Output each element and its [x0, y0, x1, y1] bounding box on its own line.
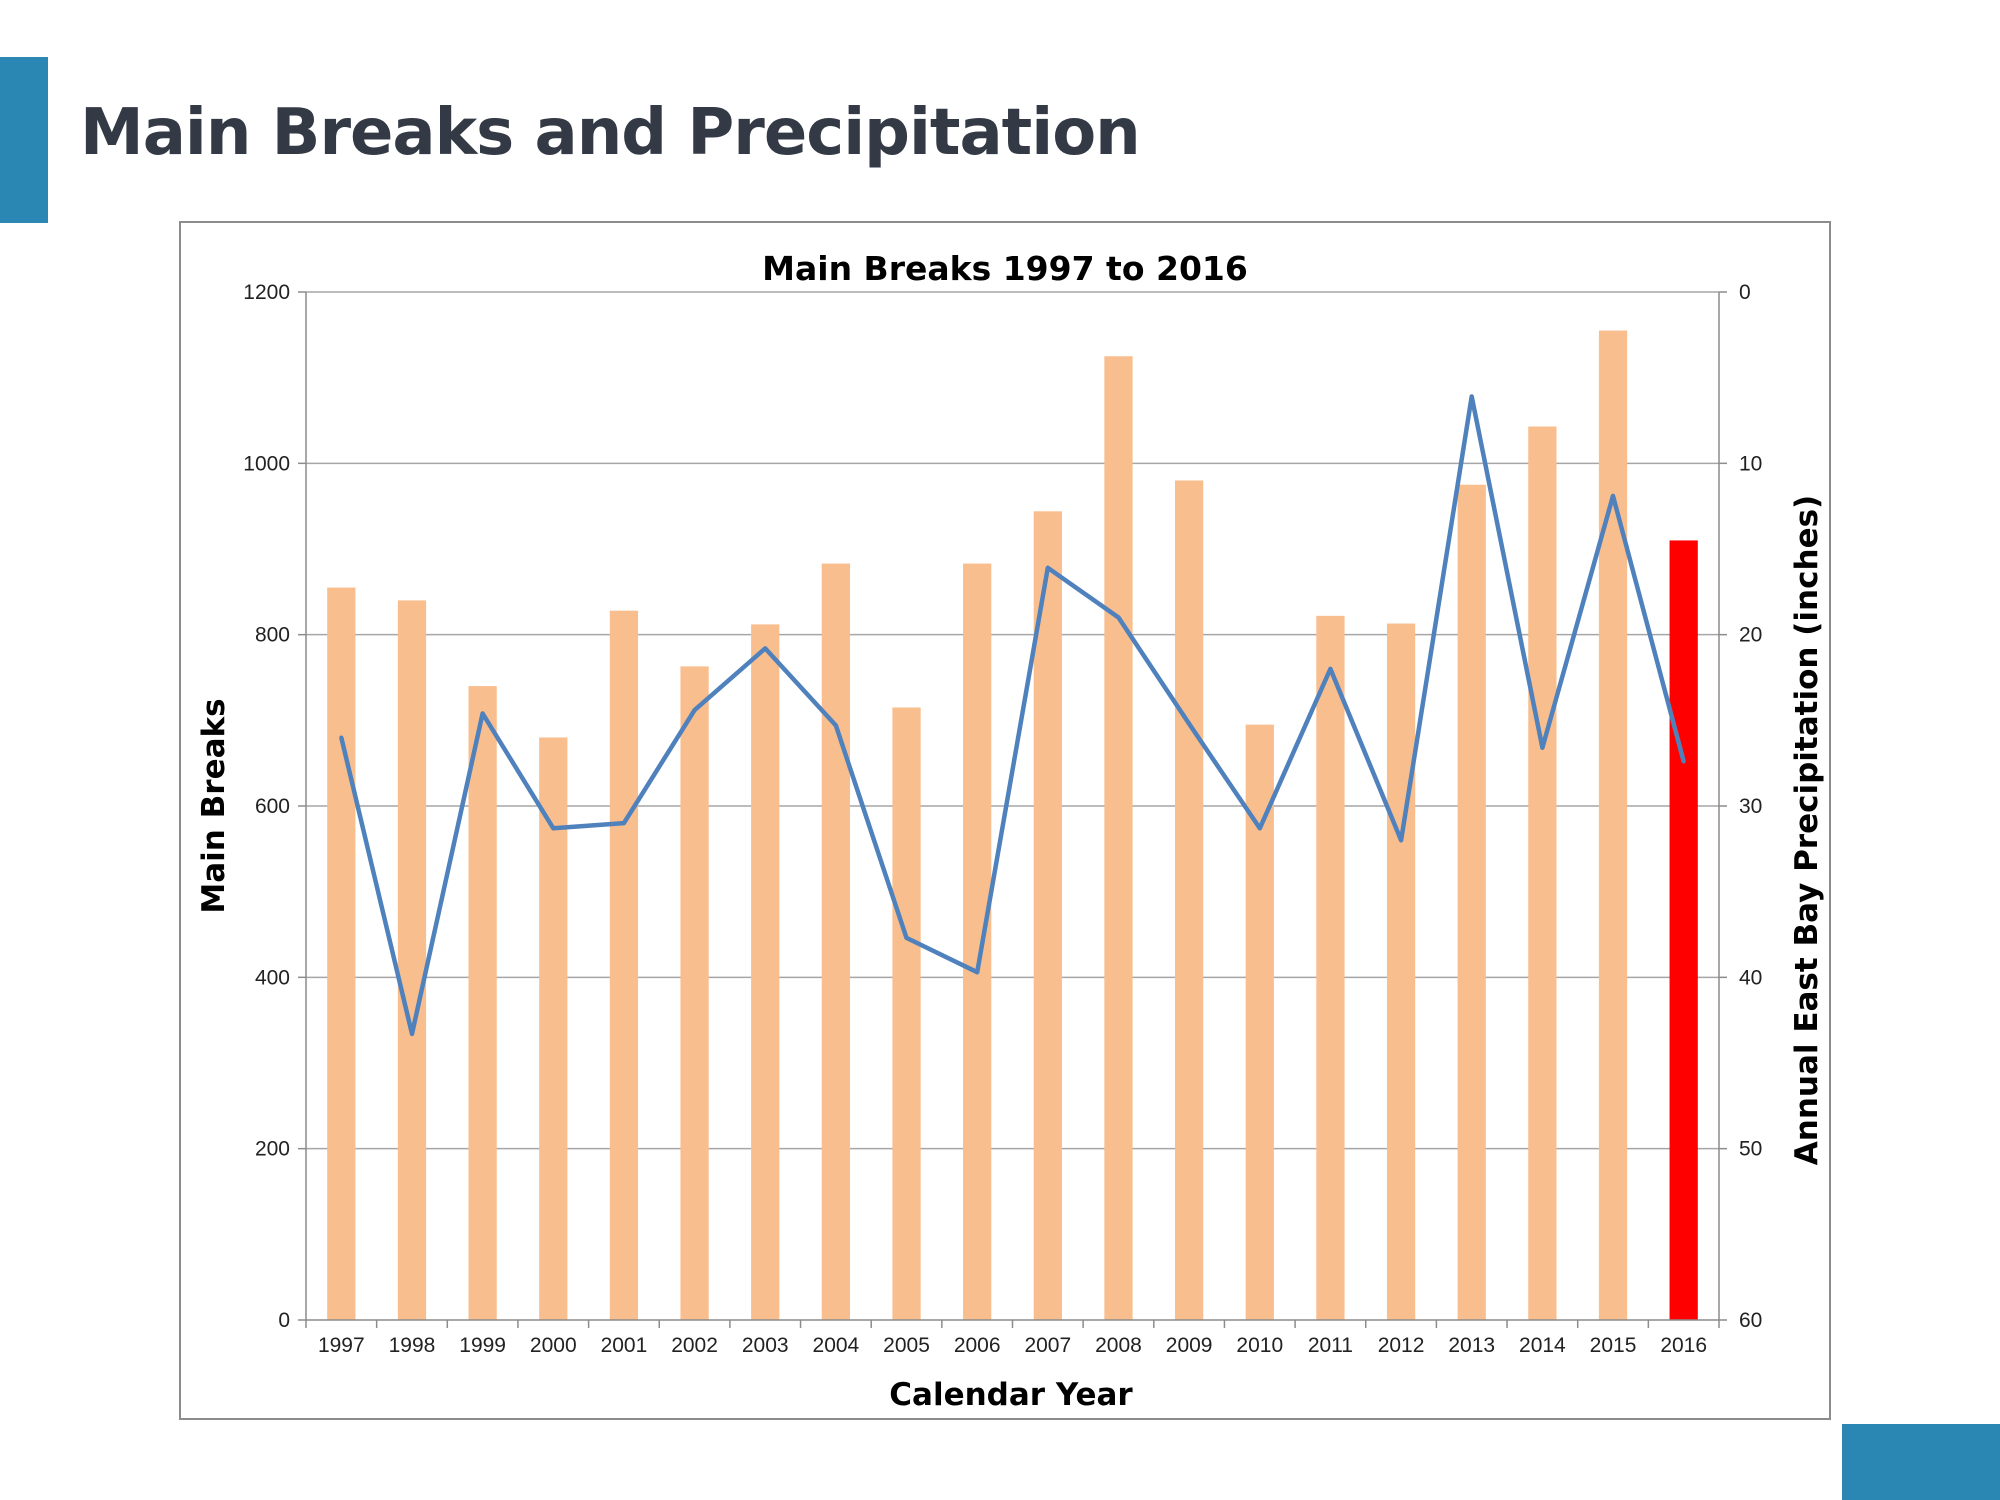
bar-series [327, 330, 1698, 1321]
y-tick-label: 800 [255, 624, 290, 647]
bar-2002 [680, 666, 709, 1320]
y-tick-label: 600 [255, 795, 290, 818]
bar-2005 [892, 707, 921, 1320]
x-tick-label: 2012 [1378, 1334, 1425, 1357]
bar-1997 [327, 587, 356, 1320]
y2-tick-label: 50 [1739, 1138, 1762, 1161]
bar-1998 [397, 600, 427, 1320]
line-point-1997 [339, 735, 344, 740]
x-tick-label: 2015 [1590, 1334, 1637, 1357]
line-point-2004 [833, 723, 838, 728]
x-tick-label: 2014 [1519, 1334, 1566, 1357]
axes: 0 200 400 600 800 1000 1200 0 10 20 30 40 50 60 1997 19… [243, 281, 1762, 1357]
line-point-2000 [551, 826, 556, 831]
x-tick-label: 1999 [459, 1334, 506, 1357]
bar-2011 [1316, 615, 1345, 1320]
x-tick-label: 1998 [389, 1334, 436, 1357]
bar-2000 [539, 737, 568, 1320]
y2-tick-label: 0 [1739, 281, 1751, 304]
y-axis-title: Main Breaks [196, 698, 232, 913]
x-tick-label: 2016 [1660, 1334, 1707, 1357]
bar-2012 [1386, 623, 1416, 1320]
x-axis-title: Calendar Year [889, 1377, 1133, 1413]
x-tick-label: 2008 [1095, 1334, 1142, 1357]
bar-2008 [1104, 356, 1133, 1320]
line-series [339, 394, 1686, 1037]
line-point-2002 [692, 708, 697, 713]
line-point-2012 [1399, 838, 1404, 843]
line-point-2008 [1116, 615, 1121, 620]
line-point-1999 [480, 711, 485, 716]
bar-2003 [751, 624, 780, 1320]
line-point-2005 [904, 935, 909, 940]
y2-tick-label: 60 [1739, 1309, 1762, 1332]
x-tick-label: 2000 [530, 1334, 577, 1357]
line-point-2006 [975, 970, 980, 975]
line-point-2007 [1045, 565, 1050, 570]
line-point-2011 [1328, 666, 1333, 671]
title-accent-bar [0, 57, 48, 223]
bar-2015 [1598, 330, 1628, 1320]
x-tick-label: 2002 [671, 1334, 718, 1357]
y2-tick-label: 20 [1739, 624, 1762, 647]
line-point-2016 [1681, 759, 1686, 764]
y-tick-label: 1200 [243, 281, 290, 304]
line-point-1998 [409, 1031, 414, 1036]
bar-2007 [1033, 511, 1062, 1321]
x-tick-label: 2004 [813, 1334, 860, 1357]
bar-2016 [1669, 540, 1698, 1320]
x-tick-label: 2003 [742, 1334, 789, 1357]
page-title: Main Breaks and Precipitation [80, 96, 1141, 170]
x-tick-label: 2007 [1024, 1334, 1071, 1357]
chart-title: Main Breaks 1997 to 2016 [762, 249, 1248, 288]
x-tick-label: 2011 [1308, 1334, 1353, 1357]
bar-1999 [468, 686, 497, 1320]
y2-tick-label: 40 [1739, 966, 1762, 989]
precipitation-line [339, 394, 1686, 1037]
x-tick-label: 2010 [1236, 1334, 1283, 1357]
line-point-2009 [1187, 721, 1192, 726]
line-point-2010 [1257, 826, 1262, 831]
x-tick-label: 1997 [318, 1334, 365, 1357]
line-point-2015 [1611, 493, 1616, 498]
x-tick-label: 2005 [883, 1334, 930, 1357]
y-tick-label: 0 [278, 1309, 290, 1332]
bar-2014 [1528, 426, 1557, 1320]
y2-tick-label: 10 [1739, 452, 1762, 475]
x-tick-label: 2001 [601, 1334, 648, 1357]
y2-tick-label: 30 [1739, 795, 1762, 818]
y-tick-label: 400 [255, 966, 290, 989]
corner-accent-bar [1842, 1424, 2000, 1500]
bar-2009 [1174, 480, 1204, 1320]
bar-2006 [963, 563, 992, 1320]
line-point-2013 [1469, 394, 1474, 399]
bar-2013 [1457, 484, 1486, 1320]
y2-axis-title: Annual East Bay Precipitation (inches) [1789, 495, 1825, 1165]
y-tick-label: 200 [255, 1138, 290, 1161]
y-tick-label: 1000 [243, 452, 290, 475]
x-tick-label: 2013 [1448, 1334, 1495, 1357]
bar-2004 [821, 563, 851, 1320]
line-point-2014 [1540, 745, 1545, 750]
line-point-2003 [763, 646, 768, 651]
line-point-2001 [621, 821, 626, 826]
x-tick-label: 2009 [1166, 1334, 1213, 1357]
x-tick-label: 2006 [954, 1334, 1001, 1357]
bar-2001 [609, 610, 639, 1320]
